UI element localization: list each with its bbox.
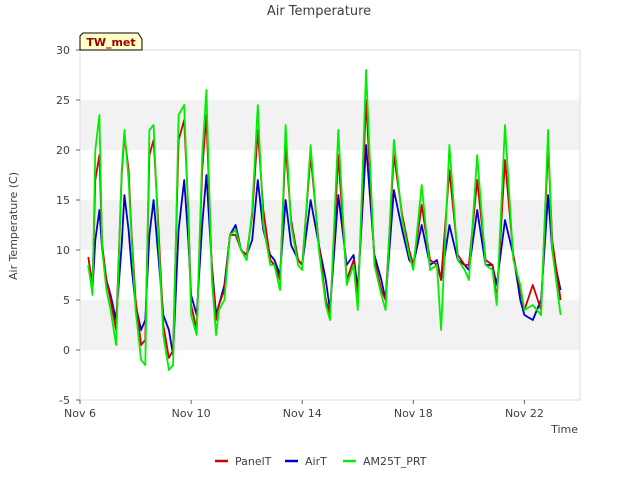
station-label: TW_met (86, 36, 135, 49)
legend-label: AirT (305, 455, 327, 468)
series-line-am25t-prt (87, 69, 562, 371)
plot-area (79, 49, 581, 401)
series-layer (87, 69, 562, 371)
x-tick-label: Nov 6 (64, 407, 96, 420)
legend: PanelT AirT AM25T_PRT (215, 455, 427, 468)
y-tick-label: 10 (56, 244, 70, 257)
station-label-box: TW_met (79, 32, 143, 51)
y-axis-label: Air Temperature (C) (7, 172, 20, 280)
x-tick-label: Nov 18 (394, 407, 433, 420)
legend-label: PanelT (235, 455, 272, 468)
y-tick-label: 20 (56, 144, 70, 157)
grid-band (80, 100, 580, 150)
legend-item: PanelT (215, 455, 272, 468)
x-tick-label: Nov 14 (283, 407, 322, 420)
x-axis: Nov 6 Nov 10 Nov 14 Nov 18 Nov 22 (64, 400, 544, 420)
x-axis-label: Time (550, 423, 578, 436)
grid-band (80, 200, 580, 250)
legend-item: AM25T_PRT (343, 455, 427, 468)
x-tick-label: Nov 10 (172, 407, 211, 420)
y-tick-label: 30 (56, 44, 70, 57)
y-tick-label: -5 (59, 394, 70, 407)
legend-item: AirT (285, 455, 327, 468)
chart-title: Air Temperature (267, 4, 371, 19)
y-axis: -5 0 5 10 15 20 25 30 (56, 44, 80, 407)
legend-label: AM25T_PRT (363, 455, 427, 468)
y-tick-label: 5 (63, 294, 70, 307)
y-tick-label: 0 (63, 344, 70, 357)
y-tick-label: 15 (56, 194, 70, 207)
x-tick-label: Nov 22 (505, 407, 544, 420)
y-tick-label: 25 (56, 94, 70, 107)
